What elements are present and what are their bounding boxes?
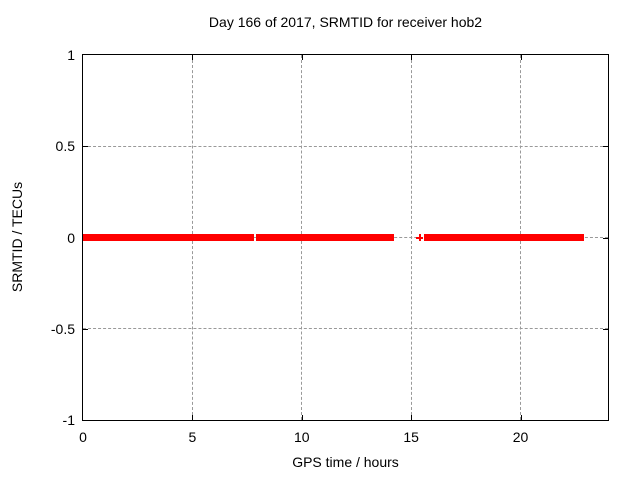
tick-mark-x-top xyxy=(192,55,194,60)
series-segment xyxy=(424,234,584,241)
series-segment xyxy=(83,234,254,241)
tick-mark-x-bottom xyxy=(520,415,522,420)
tick-mark-x-top xyxy=(411,55,413,60)
y-tick-label: 1 xyxy=(67,47,75,63)
x-tick-label: 0 xyxy=(79,429,87,445)
tick-mark-x-bottom xyxy=(192,415,194,420)
tick-mark-x-bottom xyxy=(301,415,303,420)
tick-mark-y-right xyxy=(603,328,608,330)
tick-mark-y-right xyxy=(603,146,608,148)
x-tick-label: 15 xyxy=(403,429,419,445)
plot-area: 0 5 10 15 20 1 0.5 0 -0.5 -1 xyxy=(51,47,609,445)
tick-mark-x-top xyxy=(520,55,522,60)
tick-mark-y-left xyxy=(83,328,88,330)
x-tick-label: 5 xyxy=(188,429,197,445)
tick-mark-x-bottom xyxy=(411,415,413,420)
y-tick-label: 0 xyxy=(67,229,75,246)
tick-mark-y-right xyxy=(603,237,608,239)
x-tick-label: 10 xyxy=(293,429,310,445)
chart-title: Day 166 of 2017, SRMTID for receiver hob… xyxy=(208,14,483,30)
tick-mark-y-left xyxy=(83,146,88,148)
x-tick-label: 20 xyxy=(512,429,529,445)
y-tick-label: 0.5 xyxy=(55,138,75,155)
tick-mark-x-top xyxy=(301,55,303,60)
gridline-y-0.5 xyxy=(83,145,608,147)
gridline-y--0.5 xyxy=(83,328,608,330)
data-point-marker xyxy=(418,234,421,241)
series-segment xyxy=(255,234,394,241)
x-axis-label: GPS time / hours xyxy=(292,454,399,470)
y-tick-label: -1 xyxy=(62,412,75,428)
y-tick-label: -0.5 xyxy=(50,320,75,337)
